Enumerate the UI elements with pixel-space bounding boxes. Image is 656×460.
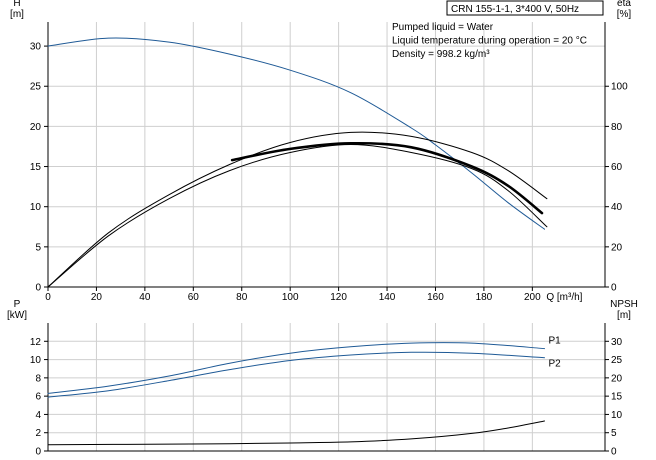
x-axis-label: Q [m³/h]: [546, 292, 582, 303]
chart-note: Density = 998.2 kg/m³: [392, 49, 490, 60]
series-label-P2: P2: [548, 359, 561, 370]
left-tick-label: 6: [35, 392, 41, 403]
left-tick-label: 4: [35, 410, 41, 421]
left-tick-label: 25: [30, 82, 42, 93]
right-tick-label: 0: [611, 283, 617, 294]
chart-title: CRN 155-1-1, 3*400 V, 50Hz: [451, 4, 579, 15]
right-tick-label: 25: [611, 355, 623, 366]
left-tick-label: 0: [35, 283, 41, 294]
x-tick-label: 120: [330, 292, 347, 303]
right-tick-label: 60: [611, 162, 623, 173]
right-tick-label: 15: [611, 392, 623, 403]
x-tick-label: 200: [524, 292, 541, 303]
series-line-1-2: [47, 420, 545, 446]
left-tick-label: 8: [35, 373, 41, 384]
right-axis-unit: [%]: [617, 9, 632, 20]
right-tick-label: 5: [611, 428, 617, 439]
right-tick-label: 80: [611, 122, 623, 133]
right-tick-label: 20: [611, 242, 623, 253]
x-tick-label: 180: [476, 292, 493, 303]
series-line-0-0: [47, 37, 545, 230]
right-axis-label: NPSH: [610, 299, 638, 310]
x-tick-label: 0: [45, 292, 51, 303]
series-line-1-0: [47, 342, 545, 394]
right-tick-label: 40: [611, 202, 623, 213]
left-axis-unit: [kW]: [7, 310, 27, 321]
left-axis-label: H: [13, 0, 20, 9]
left-axis-unit: [m]: [10, 9, 24, 20]
x-tick-label: 160: [427, 292, 444, 303]
series-line-0-2: [47, 144, 548, 288]
left-tick-label: 12: [30, 337, 42, 348]
x-tick-label: 80: [236, 292, 248, 303]
right-tick-label: 30: [611, 337, 623, 348]
left-tick-label: 20: [30, 122, 42, 133]
right-tick-label: 10: [611, 410, 623, 421]
series-line-0-3: [230, 141, 544, 215]
right-tick-label: 20: [611, 373, 623, 384]
left-tick-label: 0: [35, 447, 41, 458]
x-tick-label: 60: [188, 292, 200, 303]
series-label-P1: P1: [548, 336, 561, 347]
x-tick-label: 40: [139, 292, 151, 303]
left-tick-label: 30: [30, 42, 42, 53]
left-tick-label: 10: [30, 202, 42, 213]
x-tick-label: 100: [282, 292, 299, 303]
left-tick-label: 5: [35, 242, 41, 253]
left-tick-label: 2: [35, 428, 41, 439]
chart-title-box: [446, 0, 604, 16]
chart-note: Liquid temperature during operation = 20…: [392, 36, 587, 47]
series-line-0-1: [47, 131, 548, 288]
right-axis-label: eta: [617, 0, 631, 9]
x-tick-label: 20: [91, 292, 103, 303]
right-tick-label: 0: [611, 447, 617, 458]
right-tick-label: 100: [611, 82, 628, 93]
right-axis-unit: [m]: [617, 310, 631, 321]
series-line-1-1: [47, 351, 545, 398]
chart-note: Pumped liquid = Water: [392, 22, 494, 33]
left-tick-label: 15: [30, 162, 42, 173]
x-tick-label: 140: [379, 292, 396, 303]
left-axis-label: P: [14, 299, 21, 310]
left-tick-label: 10: [30, 355, 42, 366]
